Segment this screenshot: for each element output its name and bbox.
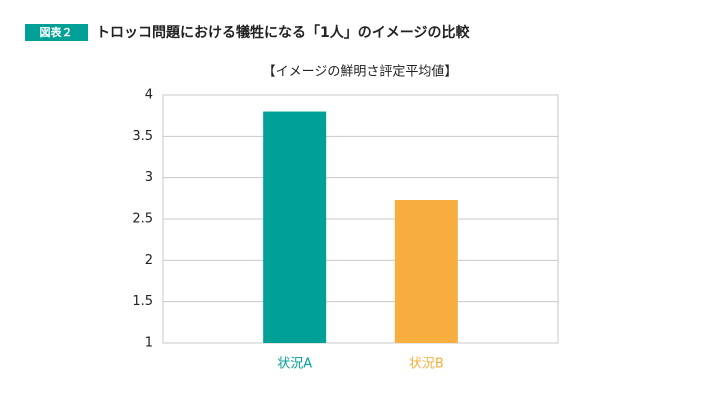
bar	[263, 111, 327, 344]
x-tick-label: 状況A	[277, 357, 312, 372]
y-tick-label: 4	[145, 88, 153, 103]
y-tick-label: 2.5	[132, 212, 153, 227]
x-tick-label: 状況B	[409, 357, 444, 372]
y-tick-label: 1.5	[132, 294, 153, 309]
chart-title: トロッコ問題における犠牲になる「1人」のイメージの比較	[96, 24, 470, 41]
bar	[394, 199, 458, 343]
figure-label-box	[25, 24, 88, 41]
y-tick-label: 2	[145, 253, 153, 268]
figure-label: 図表２	[40, 25, 73, 39]
y-tick-label: 3.5	[132, 129, 153, 144]
y-tick-label: 3	[145, 170, 153, 185]
y-tick-label: 1	[145, 336, 153, 351]
chart-subtitle: 【イメージの鮮明さ評定平均値】	[263, 64, 458, 80]
